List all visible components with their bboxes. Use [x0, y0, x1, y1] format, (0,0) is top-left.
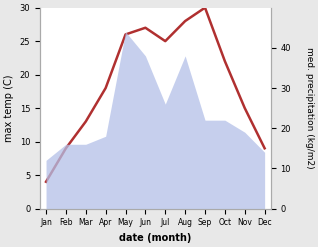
Y-axis label: max temp (C): max temp (C)	[4, 74, 14, 142]
Y-axis label: med. precipitation (kg/m2): med. precipitation (kg/m2)	[305, 47, 314, 169]
X-axis label: date (month): date (month)	[119, 233, 191, 243]
